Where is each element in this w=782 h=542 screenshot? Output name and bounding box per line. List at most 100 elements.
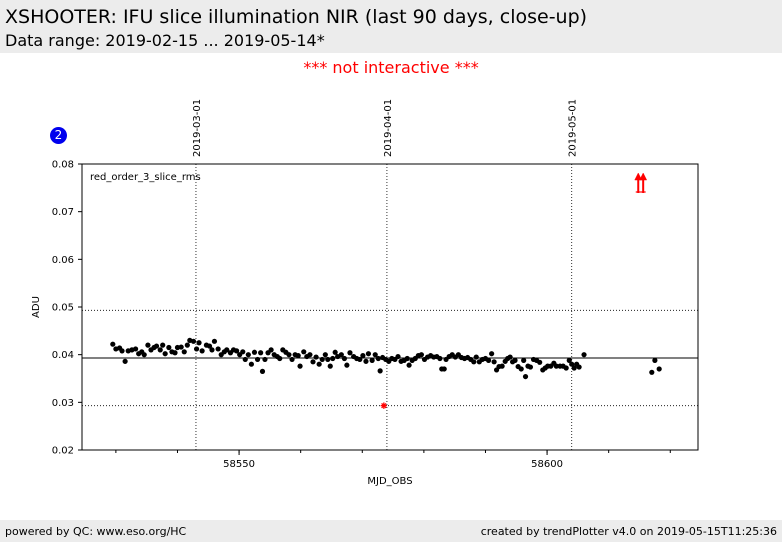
date-marker-label: 2019-05-01	[568, 99, 579, 157]
data-point	[310, 359, 316, 365]
data-point	[245, 352, 251, 358]
data-point	[193, 346, 200, 352]
data-point	[153, 343, 160, 349]
data-point	[491, 359, 497, 365]
data-point	[341, 355, 348, 362]
data-point	[395, 353, 401, 360]
not-interactive-notice: *** not interactive ***	[303, 58, 479, 77]
data-point	[184, 342, 190, 348]
data-point	[365, 351, 372, 357]
data-point	[332, 349, 338, 355]
data-point	[473, 354, 479, 360]
data-point	[375, 355, 381, 362]
data-point	[166, 344, 172, 351]
data-point	[649, 369, 655, 375]
data-point	[489, 351, 495, 357]
axes: 2019-03-01 2019-04-01 2019-05-01 0.02 0.03 0.…	[52, 99, 671, 470]
y-tick-label: 0.08	[52, 160, 74, 171]
date-marker-label: 2019-03-01	[192, 99, 203, 157]
data-point	[242, 356, 248, 363]
data-point	[196, 340, 202, 346]
y-tick-label: 0.02	[52, 446, 74, 457]
footer-credit: powered by QC: www.eso.org/HC	[5, 525, 187, 538]
data-point	[297, 363, 303, 369]
data-point	[295, 353, 301, 359]
data-point	[357, 356, 363, 363]
data-point	[569, 361, 575, 367]
data-point	[537, 359, 543, 365]
data-point	[360, 353, 366, 359]
data-point	[566, 357, 572, 363]
data-point	[656, 366, 662, 372]
offscale-arrow	[634, 172, 643, 193]
data-point	[527, 364, 534, 370]
outlier-point	[380, 402, 388, 409]
data-point	[507, 354, 513, 360]
data-point	[215, 346, 221, 352]
page-title: XSHOOTER: IFU slice illumination NIR (la…	[5, 6, 588, 28]
data-point	[248, 361, 254, 367]
data-point	[313, 354, 319, 360]
data-point	[251, 349, 258, 355]
chart-title: red_order_3_slice_rms	[90, 172, 201, 183]
data-point	[518, 366, 524, 372]
data-point	[322, 352, 328, 358]
x-tick-label: 58600	[531, 459, 563, 470]
data-point	[119, 348, 125, 354]
data-point	[347, 350, 353, 356]
data-point	[286, 352, 292, 358]
data-point	[553, 363, 559, 369]
data-point	[418, 352, 425, 358]
data-point	[512, 357, 518, 363]
data-point	[122, 358, 128, 364]
data-point	[377, 368, 383, 374]
data-point	[141, 352, 147, 358]
y-axis-label: ADU	[31, 296, 42, 318]
data-point	[522, 373, 529, 380]
data-point	[199, 348, 205, 354]
data-point	[471, 359, 477, 365]
data-points	[110, 172, 662, 409]
data-point	[190, 338, 197, 344]
data-point	[211, 338, 218, 344]
data-point	[145, 342, 151, 348]
data-point	[258, 350, 264, 356]
data-point	[259, 368, 266, 374]
data-point	[581, 352, 587, 358]
data-point	[110, 341, 116, 347]
plot-frame	[81, 163, 699, 451]
data-point	[441, 366, 447, 372]
data-point	[178, 344, 184, 350]
data-point	[240, 349, 246, 355]
x-tick-label: 58550	[223, 459, 255, 470]
data-point	[289, 356, 295, 363]
data-point	[327, 363, 333, 369]
footer-created: created by trendPlotter v4.0 on 2019-05-…	[480, 525, 777, 538]
data-point	[224, 347, 230, 353]
data-point	[571, 365, 577, 371]
data-point	[521, 357, 527, 363]
data-point	[206, 343, 213, 349]
data-point	[372, 352, 378, 358]
x-axis-label: MJD_OBS	[367, 476, 412, 487]
y-tick-label: 0.06	[52, 255, 74, 266]
data-point	[499, 363, 505, 369]
data-point	[319, 356, 325, 363]
data-point	[363, 358, 369, 364]
data-point	[316, 361, 322, 367]
data-point	[160, 342, 166, 348]
data-point	[437, 355, 443, 362]
data-point	[338, 352, 344, 358]
data-point	[485, 357, 492, 363]
data-point	[132, 346, 139, 352]
header: XSHOOTER: IFU slice illumination NIR (la…	[0, 0, 782, 53]
data-point	[652, 357, 658, 363]
data-point	[209, 347, 215, 353]
data-point	[162, 351, 168, 357]
data-point	[254, 356, 261, 363]
data-point	[404, 355, 410, 362]
data-point	[369, 357, 375, 363]
data-point	[181, 349, 187, 355]
y-tick-label: 0.04	[52, 350, 74, 361]
plot-number-badge: 2	[50, 127, 67, 144]
